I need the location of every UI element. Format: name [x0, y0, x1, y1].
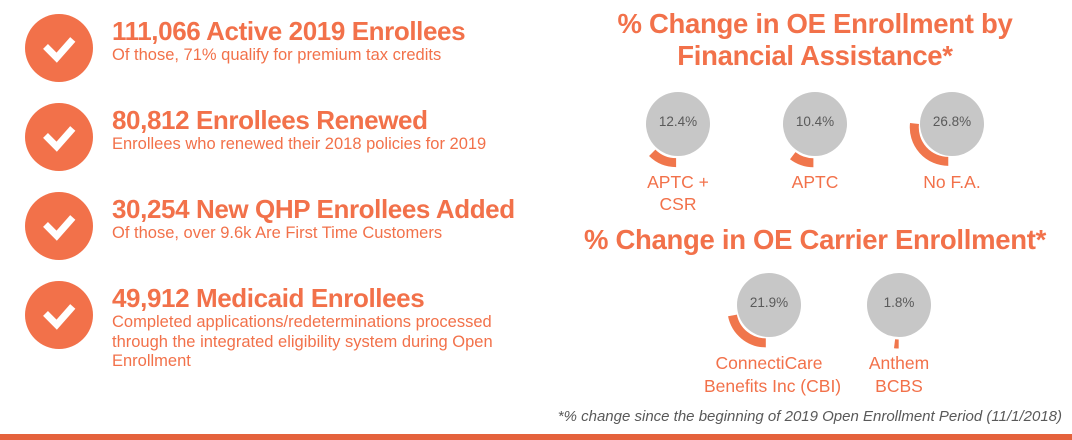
donut-value-label: 26.8%	[932, 113, 972, 129]
donut-no-fa: 26.8% No F.A.	[896, 84, 1008, 193]
donut-disc	[920, 91, 984, 156]
bottom-accent-bar	[0, 434, 1072, 440]
stat-subtitle: Completed applications/redeterminations …	[112, 313, 493, 371]
stat-text: 49,912 Medicaid Enrollees Completed appl…	[112, 281, 544, 371]
stat-text: 111,066 Active 2019 Enrollees Of those, …	[112, 14, 466, 82]
stat-text: 30,254 New QHP Enrollees Added Of those,…	[112, 192, 515, 260]
chart-title-financial-assistance: % Change in OE Enrollment by Financial A…	[617, 8, 1013, 71]
donut-category-label: APTC	[791, 171, 839, 192]
carrier-enrollment-donut-row: 21.9% ConnectiCare Benefits Inc (CBI) 1.8…	[600, 265, 1068, 397]
stat-title: 80,812 Enrollees Renewed	[112, 105, 428, 135]
donut-disc	[646, 91, 710, 156]
checkmark-icon	[25, 103, 93, 171]
stat-subtitle: Enrollees who renewed their 2018 policie…	[112, 135, 487, 154]
donut-value-label: 12.4%	[658, 113, 698, 129]
checkmark-icon	[25, 14, 93, 82]
stat-item-enrollees-renewed: 80,812 Enrollees Renewed Enrollees who r…	[25, 103, 570, 171]
donut-category-label: Anthem BCBS	[868, 353, 930, 396]
footnote: *% change since the beginning of 2019 Op…	[557, 408, 1062, 425]
donut-arc	[789, 151, 814, 168]
financial-assistance-donut-row: 12.4% APTC + CSR 10.4% APTC 26.8% No F.A.	[562, 84, 1068, 216]
stat-item-active-enrollees: 111,066 Active 2019 Enrollees Of those, …	[25, 14, 570, 82]
donut-aptc: 10.4% APTC	[759, 84, 871, 193]
stat-title: 30,254 New QHP Enrollees Added	[112, 194, 515, 224]
donut-value-label: 21.9%	[749, 295, 789, 311]
donut-value-label: 10.4%	[795, 113, 835, 129]
donut-category-label: No F.A.	[923, 171, 981, 192]
chart-title-carrier-enrollment: % Change in OE Carrier Enrollment*	[584, 223, 1046, 255]
donut-value-label: 1.8%	[883, 295, 915, 311]
stat-title: 111,066 Active 2019 Enrollees	[112, 16, 466, 46]
stats-column: 111,066 Active 2019 Enrollees Of those, …	[25, 14, 570, 392]
donut-arc	[649, 149, 677, 167]
donut-arc	[728, 314, 767, 348]
donut-category-label: APTC + CSR	[647, 171, 709, 215]
stat-text: 80,812 Enrollees Renewed Enrollees who r…	[112, 103, 486, 171]
donut-anthem-bcbs: 1.8% Anthem BCBS	[834, 265, 964, 397]
stat-title: 49,912 Medicaid Enrollees	[112, 283, 425, 313]
donut-disc	[737, 273, 801, 338]
donut-category-label: ConnectiCare Benefits Inc (CBI)	[704, 353, 842, 396]
charts-column: % Change in OE Enrollment by Financial A…	[562, 0, 1068, 397]
donut-connecticare-cbi: 21.9% ConnectiCare Benefits Inc (CBI)	[704, 265, 842, 397]
stat-item-medicaid-enrollees: 49,912 Medicaid Enrollees Completed appl…	[25, 281, 570, 371]
donut-arc	[909, 122, 949, 166]
donut-disc	[783, 91, 847, 156]
donut-disc	[867, 273, 931, 338]
donut-aptc-csr: 12.4% APTC + CSR	[622, 84, 734, 216]
stat-subtitle: Of those, over 9.6k Are First Time Custo…	[112, 224, 443, 243]
checkmark-icon	[25, 192, 93, 260]
stat-subtitle: Of those, 71% qualify for premium tax cr…	[112, 46, 442, 65]
checkmark-icon	[25, 281, 93, 349]
stat-item-new-qhp-enrollees: 30,254 New QHP Enrollees Added Of those,…	[25, 192, 570, 260]
